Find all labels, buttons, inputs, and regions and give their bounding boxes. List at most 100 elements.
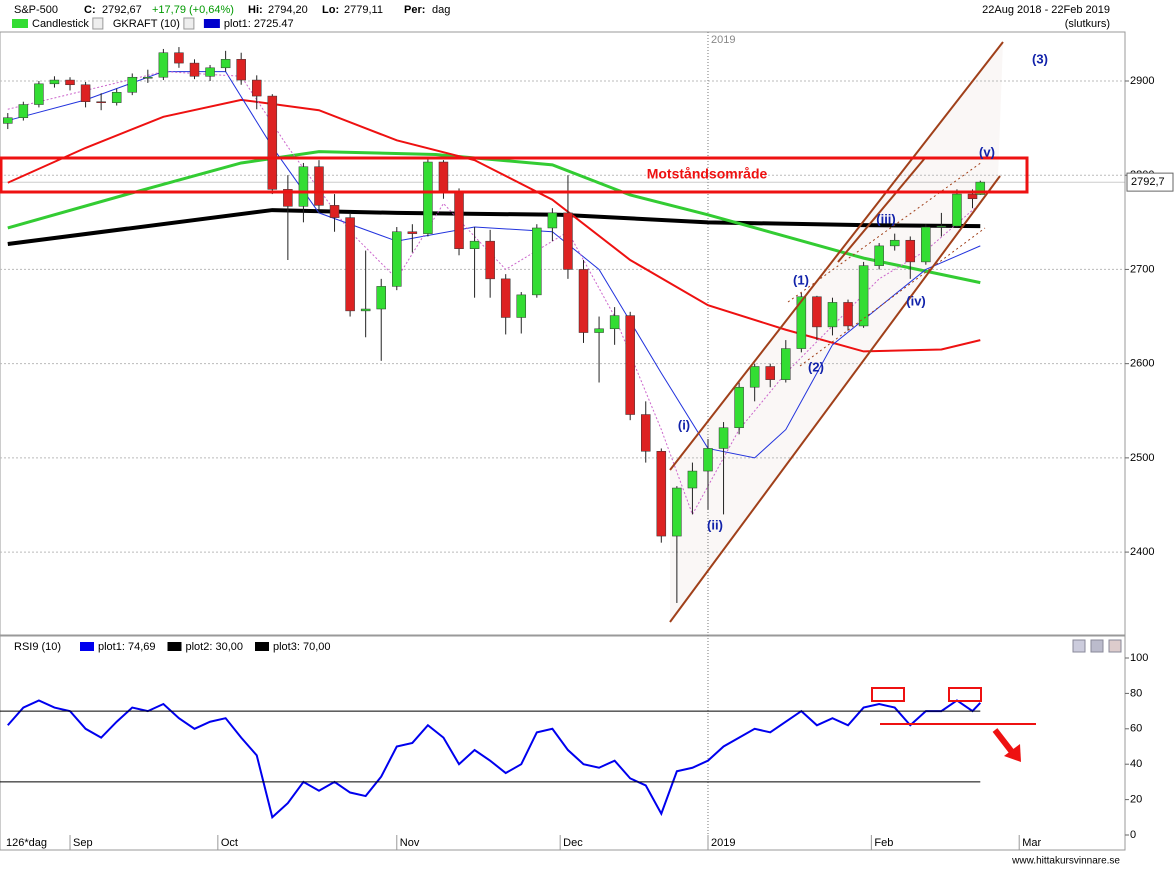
- wave-label: (iii): [876, 211, 896, 226]
- candle-body: [843, 302, 853, 327]
- candle-body: [967, 193, 978, 200]
- legend-swatch: [167, 642, 182, 651]
- arrow: [992, 728, 1015, 754]
- wave-label: (v): [979, 144, 995, 159]
- candle-body: [469, 240, 480, 249]
- highlight-box: [871, 687, 905, 702]
- candle-body: [407, 231, 418, 234]
- candle-body: [687, 470, 698, 489]
- lo-label: Lo:: [322, 4, 339, 16]
- candle-body: [376, 286, 386, 310]
- candle-body: [283, 189, 293, 207]
- per: dag: [432, 4, 450, 16]
- moving-average: [7, 71, 981, 459]
- change: +17,79 (+0,64%): [152, 4, 234, 16]
- legend-dropdown[interactable]: [92, 17, 104, 30]
- header: S&P-500 C: 2792,67 +17,79 (+0,64%) Hi: 2…: [14, 4, 1110, 30]
- legend-swatch: [203, 19, 220, 28]
- y-tick-label: 80: [1130, 687, 1142, 699]
- per-label: Per:: [404, 4, 425, 16]
- y-tick-label: 40: [1130, 758, 1142, 770]
- candle-body: [392, 231, 402, 287]
- candle-body: [267, 95, 278, 190]
- candle-body: [734, 386, 744, 428]
- candle-body: [65, 79, 75, 86]
- trend-line: [799, 227, 986, 367]
- marks: [0, 47, 986, 820]
- hi-label: Hi:: [248, 4, 263, 16]
- x-tick-label: Dec: [563, 837, 583, 849]
- candle-body: [516, 294, 527, 318]
- site: www.hittakursvinnare.se: [1011, 856, 1120, 867]
- moving-average: [7, 98, 981, 353]
- candle-body: [236, 59, 246, 81]
- candle-body: [749, 366, 760, 388]
- candle-body: [827, 302, 838, 328]
- close-label: C:: [84, 4, 96, 16]
- candle-body: [781, 348, 791, 380]
- wave-label: (3): [1032, 51, 1048, 66]
- period: 126*dag: [6, 837, 47, 849]
- legend-label: Candlestick: [32, 18, 89, 30]
- trend-line: [837, 157, 926, 263]
- candle-body: [345, 217, 355, 312]
- candle-body: [625, 315, 635, 415]
- wave-label: (i): [678, 417, 690, 432]
- lo: 2779,11: [344, 4, 383, 16]
- panel-title: RSI9 (10): [14, 641, 61, 653]
- candle-body: [858, 265, 869, 327]
- legend-label: plot3: 70,00: [273, 641, 331, 653]
- x-tick-label: Feb: [874, 837, 893, 849]
- y-tick-label: 2600: [1130, 358, 1154, 370]
- x-tick-label: Nov: [400, 837, 420, 849]
- candle-body: [80, 84, 91, 102]
- legend-label: plot1: 2725.47: [224, 18, 294, 30]
- candle-body: [594, 328, 604, 333]
- candle-body: [158, 52, 169, 78]
- x-tick-label: Sep: [73, 837, 93, 849]
- y-tick-label: 2400: [1130, 546, 1154, 558]
- candle-body: [796, 296, 807, 349]
- candle-body: [220, 59, 231, 69]
- legend-label: plot1: 74,69: [98, 641, 156, 653]
- resistance-zone: [0, 156, 1029, 194]
- close: 2792,67: [102, 4, 142, 16]
- candle-body: [547, 212, 558, 229]
- legend-dropdown[interactable]: [183, 17, 195, 30]
- candle-body: [874, 245, 884, 266]
- candle-body: [656, 451, 667, 537]
- rsi-panel: [0, 635, 1126, 851]
- candle-body: [718, 427, 729, 449]
- panel-icon[interactable]: [1108, 639, 1122, 653]
- panel-icon[interactable]: [1072, 639, 1086, 653]
- trend-line: [669, 175, 1001, 623]
- candle-body: [314, 166, 324, 206]
- y-tick-label: 0: [1130, 829, 1136, 841]
- zone-label: Motståndsområde: [647, 166, 768, 182]
- price-panel: [0, 31, 1126, 636]
- year-label: 2019: [711, 34, 735, 46]
- trend-line: [669, 41, 1004, 471]
- candle-body: [672, 487, 682, 537]
- hi: 2794,20: [268, 4, 308, 16]
- candle-body: [609, 315, 620, 330]
- last-price-label: 2792,7: [1131, 176, 1165, 188]
- moving-average: [7, 208, 981, 246]
- candle-body: [329, 205, 340, 218]
- moving-average: [7, 150, 981, 285]
- drawings: [0, 41, 1036, 762]
- candle-body: [905, 239, 916, 263]
- legend-swatch: [80, 642, 94, 651]
- candle-body: [454, 192, 464, 249]
- channel-fill: [670, 42, 1003, 622]
- candle-body: [532, 227, 542, 296]
- candle-body: [952, 193, 962, 227]
- y-tick-label: 2500: [1130, 452, 1154, 464]
- candle-body: [765, 366, 775, 380]
- candle-body: [127, 76, 138, 93]
- candle-body: [3, 117, 13, 124]
- panel-icon[interactable]: [1090, 639, 1104, 653]
- wave-label: (2): [808, 359, 824, 374]
- last-price-box: [1126, 172, 1174, 192]
